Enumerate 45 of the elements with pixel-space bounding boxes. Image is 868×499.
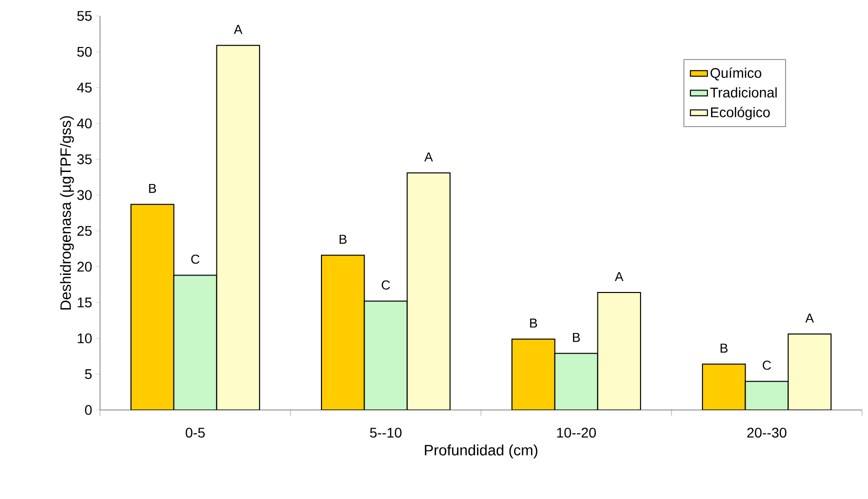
x-tick-label: 10--20 <box>557 428 596 438</box>
data-label: A <box>424 152 433 162</box>
x-tick-label: 5--10 <box>370 428 402 438</box>
legend-label: Químico <box>710 68 762 80</box>
bar <box>216 44 260 410</box>
bar <box>511 338 556 410</box>
y-tick-label: 15 <box>78 298 92 308</box>
bar <box>364 300 408 410</box>
legend-label: Tradicional <box>710 87 777 98</box>
y-tick-label: 0 <box>85 405 92 415</box>
y-tick-label: 25 <box>77 226 92 236</box>
data-label: B <box>720 344 728 353</box>
bar <box>554 352 598 410</box>
data-label: C <box>382 280 390 290</box>
bar <box>744 380 789 410</box>
x-tick-label: 0-5 <box>186 428 205 438</box>
bar <box>597 292 642 410</box>
data-label: C <box>191 254 200 264</box>
data-label: C <box>762 360 771 370</box>
legend-label: Ecológico <box>711 106 770 120</box>
data-label: B <box>149 184 156 193</box>
data-label: B <box>530 318 538 328</box>
y-tick-label: 35 <box>77 154 92 164</box>
y-tick-label: 30 <box>77 190 92 200</box>
x-tick-label: 20--30 <box>747 428 786 438</box>
bar <box>406 172 451 410</box>
bar <box>702 364 746 410</box>
x-axis-title: Profundidad (cm) <box>424 444 538 458</box>
y-tick-label: 10 <box>78 333 92 344</box>
y-axis-title: Deshidrogenasa (µgTPF/gss) <box>60 116 74 310</box>
data-label: A <box>234 24 242 34</box>
y-tick-label: 5 <box>85 369 92 380</box>
y-tick-label: 40 <box>77 118 92 128</box>
y-tick-label: 50 <box>77 46 92 57</box>
data-label: B <box>340 234 347 244</box>
data-label: B <box>573 332 580 342</box>
data-label: A <box>614 272 624 281</box>
y-tick-label: 45 <box>77 82 92 92</box>
y-tick-label: 55 <box>77 11 92 21</box>
bar <box>173 274 218 410</box>
bar <box>788 334 832 410</box>
bar <box>130 204 174 410</box>
bar <box>320 254 365 410</box>
y-tick-label: 20 <box>77 262 92 272</box>
data-label: A <box>805 314 814 323</box>
